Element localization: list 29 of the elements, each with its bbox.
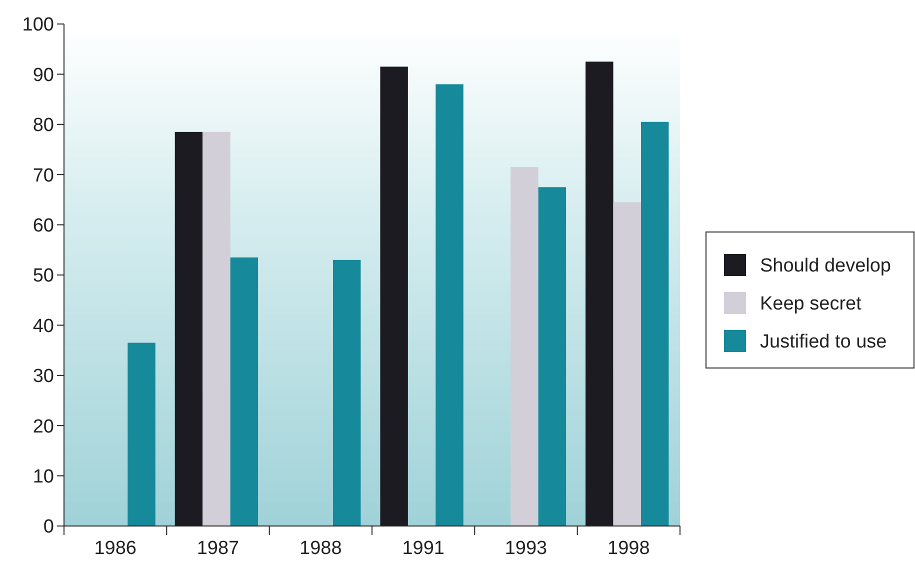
x-tick-label: 1988 — [300, 538, 342, 559]
x-tick-label: 1991 — [402, 538, 444, 559]
legend-label: Keep secret — [760, 294, 862, 315]
legend-label: Justified to use — [760, 332, 887, 353]
bar — [230, 257, 258, 526]
bar — [128, 342, 156, 526]
bar — [538, 187, 566, 526]
x-tick-label: 1986 — [94, 538, 136, 559]
y-tick-label: 90 — [32, 64, 54, 86]
legend-label: Should develop — [760, 256, 891, 277]
y-tick-label: 10 — [32, 466, 54, 488]
bar — [613, 202, 641, 526]
bar — [436, 84, 464, 526]
bar — [202, 132, 230, 526]
x-tick-label: 1998 — [608, 538, 650, 559]
y-tick-label: 40 — [32, 316, 54, 337]
y-tick-label: 50 — [32, 266, 54, 287]
x-tick-label: 1993 — [504, 538, 548, 559]
bar — [510, 167, 538, 526]
y-tick-label: 70 — [32, 165, 54, 186]
x-tick-label: 1987 — [196, 538, 240, 559]
bar — [640, 122, 669, 526]
y-tick-label: 20 — [32, 416, 54, 438]
y-tick-label: 0 — [43, 516, 54, 538]
y-tick-label: 100 — [22, 14, 54, 36]
bar — [332, 260, 361, 526]
y-tick-label: 30 — [32, 366, 54, 388]
y-tick-label: 60 — [32, 215, 54, 236]
y-tick-label: 80 — [32, 115, 54, 136]
